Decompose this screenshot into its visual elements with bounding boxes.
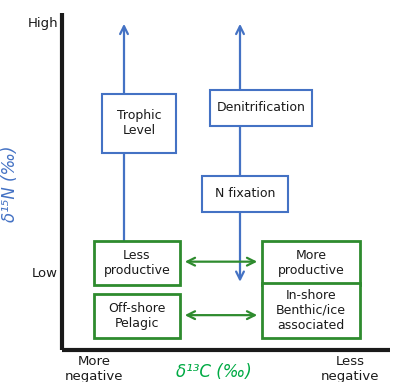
Text: High: High — [27, 17, 58, 30]
Text: Less
productive: Less productive — [104, 249, 170, 277]
FancyBboxPatch shape — [202, 176, 288, 212]
FancyBboxPatch shape — [94, 294, 180, 338]
Text: More
productive: More productive — [278, 249, 344, 277]
FancyBboxPatch shape — [210, 90, 312, 126]
FancyBboxPatch shape — [262, 241, 360, 285]
Text: In-shore
Benthic/ice
associated: In-shore Benthic/ice associated — [276, 289, 346, 332]
FancyBboxPatch shape — [102, 94, 176, 153]
FancyBboxPatch shape — [94, 241, 180, 285]
Text: Less
negative: Less negative — [321, 355, 379, 382]
Text: Low: Low — [32, 267, 58, 280]
Text: δ¹³C (‰): δ¹³C (‰) — [176, 363, 252, 382]
Text: N fixation: N fixation — [215, 187, 275, 201]
Text: Denitrification: Denitrification — [216, 101, 306, 115]
Text: Off-shore
Pelagic: Off-shore Pelagic — [108, 302, 166, 330]
Text: More
negative: More negative — [65, 355, 123, 382]
FancyBboxPatch shape — [262, 283, 360, 338]
Text: δ¹⁵N (‰): δ¹⁵N (‰) — [1, 145, 19, 222]
Text: Trophic
Level: Trophic Level — [117, 109, 161, 137]
